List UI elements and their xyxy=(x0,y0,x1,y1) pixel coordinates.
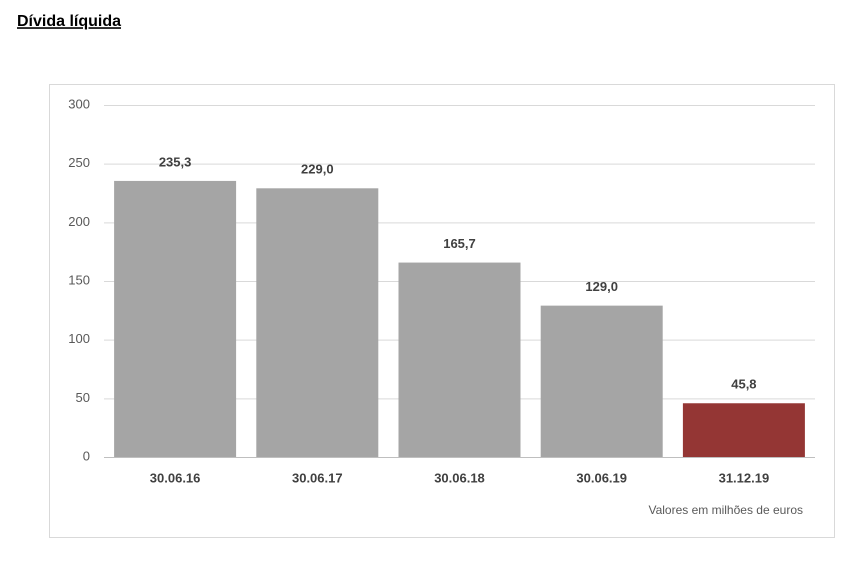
x-tick-label: 30.06.16 xyxy=(150,470,201,485)
value-label: 235,3 xyxy=(159,154,192,169)
y-tick-label: 100 xyxy=(68,331,90,346)
y-tick-label: 300 xyxy=(68,96,90,111)
chart-title: Dívida líquida xyxy=(17,13,121,30)
y-tick-label: 250 xyxy=(68,155,90,170)
bar xyxy=(114,180,237,457)
value-label: 229,0 xyxy=(301,162,334,177)
y-tick-label: 0 xyxy=(83,448,90,463)
x-tick-label: 31.12.19 xyxy=(719,470,770,485)
bar xyxy=(398,262,521,457)
value-label: 129,0 xyxy=(585,279,618,294)
value-label: 165,7 xyxy=(443,236,476,251)
y-tick-label: 50 xyxy=(76,390,90,405)
x-tick-label: 30.06.17 xyxy=(292,470,343,485)
x-tick-label: 30.06.19 xyxy=(576,470,627,485)
x-tick-label: 30.06.18 xyxy=(434,470,485,485)
y-tick-label: 150 xyxy=(68,272,90,287)
bar xyxy=(540,305,663,457)
y-tick-label: 200 xyxy=(68,214,90,229)
value-label: 45,8 xyxy=(731,377,756,392)
bar xyxy=(256,188,379,457)
bar xyxy=(682,403,805,457)
note: Valores em milhões de euros xyxy=(648,503,803,517)
